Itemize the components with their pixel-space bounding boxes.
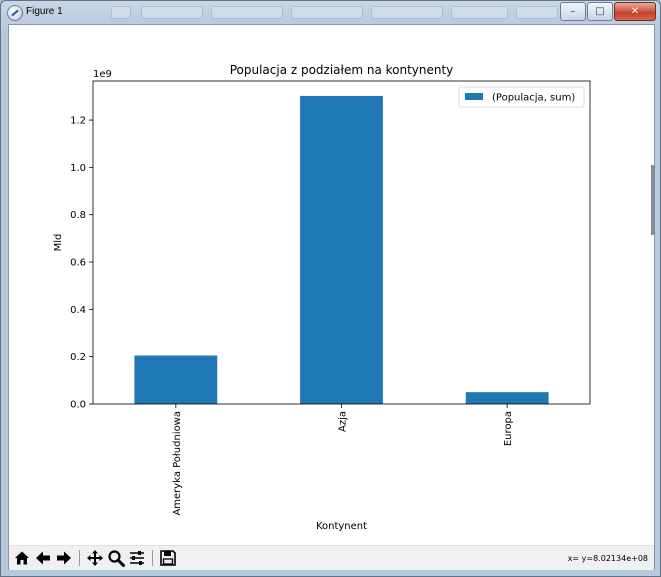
close-button[interactable]: ✕ [614,2,656,21]
bar-2 [300,95,383,405]
legend-swatch [465,93,483,100]
x-axis-label: Kontynent [316,521,367,532]
forward-arrow-icon [57,551,71,565]
home-button[interactable] [12,548,32,568]
y-tick-label: 1.0 [70,163,86,174]
y-tick-label: 1.2 [70,116,86,127]
window-controls: – □ ✕ [559,2,656,21]
toolbar-separator [79,550,80,566]
ghost-tab [291,6,363,19]
figure-canvas-area: Ameryka Południowa Azja Europa 0.0 0.2 0.4 0.6… [8,24,655,570]
bar-3 [465,392,549,404]
chart-title: Populacja z podziałem na kontynenty [230,63,454,77]
ghost-tab [211,6,283,19]
forward-button[interactable] [54,548,74,568]
figure-canvas[interactable]: Ameryka Południowa Azja Europa 0.0 0.2 0.4 0.6… [9,25,654,545]
pan-icon [87,550,103,566]
save-button[interactable] [158,548,178,568]
home-icon [15,551,29,565]
x-tick-label: Europa [503,411,514,446]
zoom-icon [108,550,125,567]
configure-subplots-button[interactable] [127,548,147,568]
y-offset-text: 1e9 [93,69,112,80]
ghost-tab [141,6,203,19]
title-bar[interactable]: Figure 1 – □ ✕ [1,1,660,25]
ghost-tab [111,6,131,19]
window-edge-shadow [651,165,655,235]
ghost-tab [451,6,508,19]
y-tick-label: 0.4 [70,305,86,316]
axes-frame [92,80,591,405]
window-title: Figure 1 [26,6,63,17]
maximize-button[interactable]: □ [587,2,613,21]
pan-button[interactable] [85,548,105,568]
matplotlib-icon [7,5,23,21]
background-taskbar-tabs [111,3,561,21]
navigation-toolbar: x= y=8.02134e+08 [9,545,654,570]
cursor-coordinates: x= y=8.02134e+08 [567,554,648,563]
toolbar-separator [152,550,153,566]
x-tick-label: Azja [338,411,349,432]
y-tick-label: 0.2 [70,352,86,363]
minimize-button[interactable]: – [560,2,586,21]
y-tick-label: 0.8 [70,210,86,221]
y-axis-label: Mld [53,234,64,252]
ghost-tab [516,6,558,19]
legend-label: (Populacja, sum) [492,93,575,104]
configure-subplots-icon [130,551,144,565]
zoom-button[interactable] [106,548,126,568]
bar-1 [134,355,218,404]
back-button[interactable] [33,548,53,568]
back-arrow-icon [36,551,50,565]
ghost-tab [371,6,443,19]
legend-box [458,86,585,108]
save-icon [160,550,176,566]
y-tick-label: 0.6 [70,258,86,269]
x-tick-label: Ameryka Południowa [172,411,183,516]
y-tick-label: 0.0 [70,400,86,411]
